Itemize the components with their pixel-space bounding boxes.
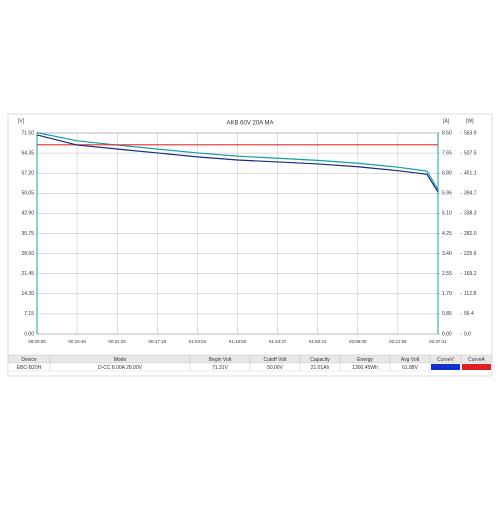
x-tick-label: 00:47:18 xyxy=(149,339,167,344)
y3-tick-label: 451.1 xyxy=(464,171,477,177)
y3-tick-label: 563.9 xyxy=(464,130,477,136)
header-text: CurveA xyxy=(468,357,485,363)
y3-tick-label: 282.0 xyxy=(464,231,477,237)
y-tick-label: 42.90 xyxy=(21,211,34,217)
header-text: CurveV xyxy=(437,357,454,363)
y2-tick-label: 4.25 xyxy=(442,231,452,237)
y-tick-label: 64.35 xyxy=(21,150,34,156)
y-axis-label: [V] xyxy=(18,118,25,124)
y2-tick-label: 5.10 xyxy=(442,211,452,217)
y2-tick-label: 8.50 xyxy=(442,130,452,136)
cell-text: 21.01Ah xyxy=(311,365,330,371)
curve-swatch xyxy=(462,364,491,370)
header-text: Begin Volt xyxy=(209,357,232,363)
cell-text: EBC-B20H xyxy=(17,365,42,371)
y3-tick-label: 394.7 xyxy=(464,191,477,197)
y3-tick-label: 507.5 xyxy=(464,150,477,156)
cell-text: D-CC 8.00A 28.00V xyxy=(98,365,143,371)
y3-tick-label: 56.4 xyxy=(464,311,474,317)
y2-tick-label: 5.95 xyxy=(442,191,452,197)
chart-title: AKB 60V 20A MA xyxy=(226,121,273,127)
header-text: Device xyxy=(21,357,37,363)
x-tick-label: 02:21:55 xyxy=(389,339,407,344)
x-tick-label: 00:15:46 xyxy=(68,339,86,344)
y2-tick-label: 3.40 xyxy=(442,251,452,257)
x-tick-label: 01:18:50 xyxy=(229,339,247,344)
header-text: Capacity xyxy=(310,357,330,363)
y3-tick-label: 112.8 xyxy=(464,291,476,297)
cell-text: 1300.45Wh xyxy=(352,365,378,371)
x-tick-label: 02:37:41 xyxy=(429,339,447,344)
y-tick-label: 50.05 xyxy=(21,191,34,197)
y-tick-label: 28.60 xyxy=(21,251,34,257)
y2-tick-label: 0.85 xyxy=(442,311,452,317)
header-cell xyxy=(460,354,493,364)
x-tick-label: 01:03:04 xyxy=(189,339,207,344)
x-tick-label: 01:34:37 xyxy=(269,339,287,344)
y-tick-label: 57.20 xyxy=(21,171,34,177)
header-text: Cutoff Volt xyxy=(264,357,288,363)
cell-text: 71.31V xyxy=(212,365,229,371)
y-tick-label: 0.00 xyxy=(24,331,34,337)
y-tick-label: 14.30 xyxy=(21,291,34,297)
y-tick-label: 7.15 xyxy=(24,311,34,317)
y3-tick-label: 225.6 xyxy=(464,251,477,257)
x-tick-label: 02:06:09 xyxy=(349,339,367,344)
header-text: Avg Volt xyxy=(401,357,420,363)
cell xyxy=(389,362,431,372)
y2-tick-label: 1.70 xyxy=(442,291,452,297)
x-tick-label: 00:00:00 xyxy=(28,339,46,344)
y2-tick-label: 2.55 xyxy=(442,271,452,277)
header-text: Mode xyxy=(114,357,127,363)
y3-tick-label: 338.3 xyxy=(464,211,477,217)
y3-tick-label: 0.0 xyxy=(464,331,471,337)
y2-tick-label: 0.00 xyxy=(442,331,452,337)
y2-tick-label: 7.65 xyxy=(442,150,452,156)
y2-tick-label: 6.80 xyxy=(442,171,452,177)
y-tick-label: 71.50 xyxy=(21,130,34,136)
y3-tick-label: 169.2 xyxy=(464,271,477,277)
cell-text: 50.00V xyxy=(267,365,284,371)
y-tick-label: 35.75 xyxy=(21,231,34,237)
x-tick-label: 01:50:23 xyxy=(309,339,327,344)
cell-text: 61.88V xyxy=(402,365,419,371)
x-tick-label: 00:31:32 xyxy=(108,339,126,344)
y3-axis-label: [W] xyxy=(466,118,474,124)
header-text: Energy xyxy=(357,357,373,363)
y-tick-label: 21.45 xyxy=(21,271,34,277)
series-line xyxy=(36,134,439,193)
curve-swatch xyxy=(431,364,460,370)
y2-axis-label: [A] xyxy=(443,118,450,124)
